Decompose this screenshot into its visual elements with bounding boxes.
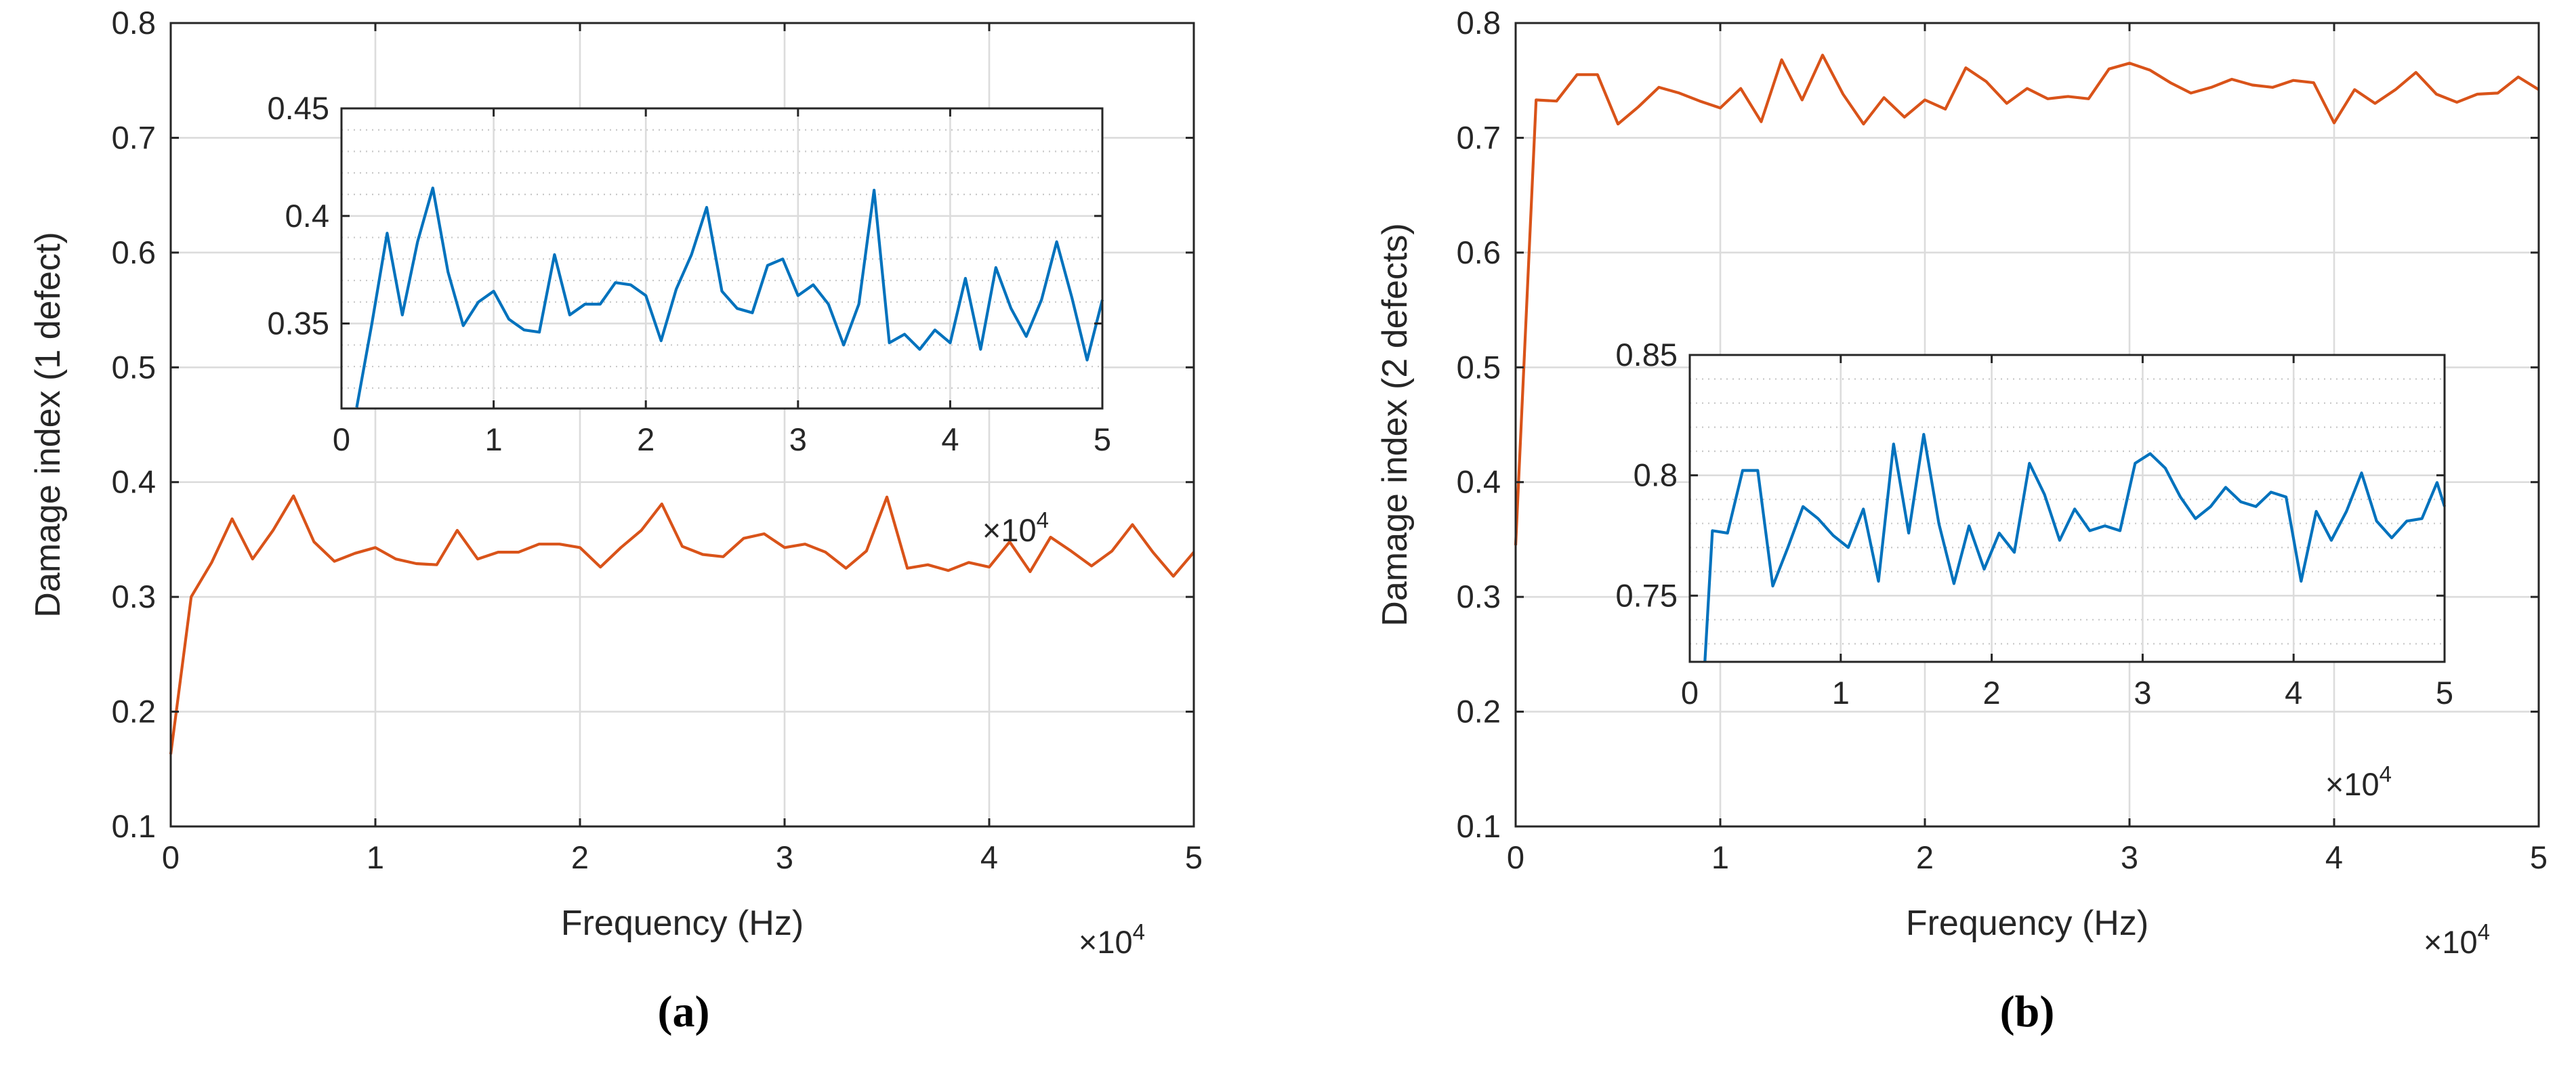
a-main-x-multiplier-exponent: 4 [1133,919,1145,944]
a-inset-x-multiplier-base: ×10 [982,512,1037,548]
a-main-x-multiplier: ×104 [1079,919,1145,960]
b-inset-x-multiplier-base: ×10 [2325,766,2380,802]
a-main-ytick-label: 0.2 [112,694,156,730]
b-main-xtick-label: 4 [2325,839,2343,875]
b-main-ytick-label: 0.5 [1457,349,1501,385]
panel-label-a: (a) [658,987,710,1036]
a-main-xtick-label: 4 [980,839,998,875]
a-inset-xtick-label: 3 [789,421,807,457]
a-inset-xtick-label: 5 [1094,421,1111,457]
a-inset-ytick-label: 0.35 [268,306,329,341]
a-main-ytick-label: 0.6 [112,234,156,270]
a-main-xlabel: Frequency (Hz) [561,904,804,943]
b-inset-ytick-label: 0.85 [1616,337,1678,373]
b-main-ytick-label: 0.7 [1457,119,1501,155]
b-main-x-multiplier-exponent: 4 [2478,919,2490,944]
b-main-ytick-label: 0.2 [1457,694,1501,730]
a-main-ytick-label: 0.3 [112,579,156,614]
b-inset-xtick-label: 0 [1681,675,1699,711]
b-main-xtick-label: 3 [2121,839,2138,875]
a-main-ytick-label: 0.4 [112,464,156,500]
b-main-xtick-label: 5 [2530,839,2548,875]
a-inset-axes: 0 1 2 3 4 50.350.40.45×104 [268,90,1112,548]
b-main-x-multiplier-base: ×10 [2424,924,2478,960]
a-inset-xtick-label: 2 [637,421,655,457]
b-main-axes-frame [1514,22,2540,828]
a-main-ylabel: Damage index (1 defect) [28,232,68,617]
b-main-ytick-label: 0.8 [1457,5,1501,41]
a-inset-xtick-label: 0 [333,421,350,457]
a-inset-series-line [355,186,1104,408]
b-inset-series-line [1703,433,2447,663]
a-inset-ytick-label: 0.45 [268,90,329,126]
b-main-xtick-label: 1 [1711,839,1729,875]
b-main-xtick-label: 0 [1507,839,1524,875]
a-main-axes-frame [169,22,1195,828]
b-main-ytick-label: 0.6 [1457,234,1501,270]
b-inset-xtick-label: 1 [1832,675,1850,711]
b-inset-axes: 0 1 2 3 4 50.750.80.85×104 [1616,337,2454,802]
a-main-series-line [169,494,1195,755]
b-inset-xtick-label: 3 [2134,675,2151,711]
b-inset-x-multiplier-exponent: 4 [2380,761,2392,786]
a-inset-plot-area [341,108,1102,408]
b-main-series-line [1514,54,2540,545]
a-main-xtick-label: 2 [571,839,589,875]
panel-label-b: (b) [2000,987,2055,1036]
a-inset-ytick-label: 0.4 [285,198,329,234]
b-main-ytick-label: 0.4 [1457,464,1501,500]
a-main-xtick-label: 3 [776,839,793,875]
b-main-ylabel: Damage index (2 defects) [1375,223,1415,626]
b-main-ytick-label: 0.3 [1457,579,1501,614]
a-main-xtick-label: 0 [162,839,180,875]
a-main-xtick-label: 5 [1185,839,1203,875]
b-inset-plot-area [1690,355,2445,662]
b-inset-xtick-label: 4 [2285,675,2302,711]
a-inset-x-multiplier: ×104 [982,507,1049,548]
a-inset-xtick-label: 1 [485,421,503,457]
b-main-x-multiplier: ×104 [2424,919,2490,960]
b-inset-xtick-label: 2 [1983,675,2001,711]
b-inset-ytick-label: 0.75 [1616,577,1678,613]
a-main-ytick-label: 0.5 [112,349,156,385]
b-inset-xtick-label: 5 [2436,675,2453,711]
b-inset-ytick-label: 0.8 [1634,457,1678,493]
b-main-xtick-label: 2 [1916,839,1934,875]
a-main-ytick-label: 0.7 [112,119,156,155]
a-inset-xtick-label: 4 [941,421,959,457]
a-main-xtick-label: 1 [367,839,384,875]
b-main-ytick-label: 0.1 [1457,808,1501,844]
a-inset-x-multiplier-exponent: 4 [1037,507,1049,532]
a-inset-axes-frame [340,107,1104,410]
a-main-x-multiplier-base: ×10 [1079,924,1133,960]
b-inset-axes-frame [1688,354,2446,663]
b-inset-x-multiplier: ×104 [2325,761,2392,802]
a-main-ytick-label: 0.1 [112,808,156,844]
a-main-ytick-label: 0.8 [112,5,156,41]
b-main-xlabel: Frequency (Hz) [1906,904,2148,943]
